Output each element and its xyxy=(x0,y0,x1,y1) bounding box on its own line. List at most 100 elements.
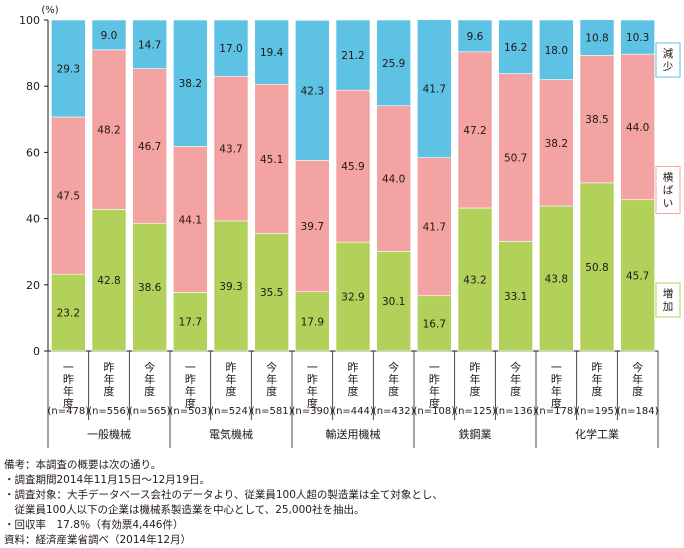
bar-segment xyxy=(254,19,289,85)
sample-size-label: (n=524) xyxy=(210,406,252,417)
x-tick-label: 一昨年度 xyxy=(63,361,74,410)
legend-label: 減少 xyxy=(663,47,674,73)
x-tick-label: 今年度 xyxy=(510,360,521,398)
sample-size-label: (n=565) xyxy=(129,406,171,417)
sample-size-label: (n=478) xyxy=(48,406,90,417)
data-label: 44.0 xyxy=(382,174,405,186)
data-label: 42.8 xyxy=(97,275,120,287)
sample-size-label: (n=503) xyxy=(170,406,212,417)
data-label: 38.5 xyxy=(585,114,608,126)
data-label: 29.3 xyxy=(57,63,80,75)
x-tick-label: 昨年度 xyxy=(348,361,359,398)
x-tick-label: 昨年度 xyxy=(470,361,481,398)
data-label: 41.7 xyxy=(423,222,446,234)
bar-segment xyxy=(173,292,208,352)
bar-segment xyxy=(539,19,574,80)
bar-segment xyxy=(498,19,533,74)
bar-segment xyxy=(457,207,493,352)
data-label: 38.2 xyxy=(179,78,202,90)
data-label: 14.7 xyxy=(138,39,161,51)
bar-segment xyxy=(51,19,86,118)
x-axis-labels: 一昨年度(n=478)昨年度(n=556)今年度(n=565)一昨年度(n=50… xyxy=(48,351,659,448)
bar-segment xyxy=(539,79,574,207)
bar-segment xyxy=(132,68,167,224)
data-label: 43.8 xyxy=(545,274,568,286)
x-tick-label: 一昨年度 xyxy=(551,361,562,410)
note-3: ・調査対象：大手データベース会社のデータより、従業員100人超の製造業は全て対象… xyxy=(4,489,443,501)
bar-segment xyxy=(620,19,655,55)
data-label: 45.7 xyxy=(626,270,649,282)
data-label: 43.2 xyxy=(463,275,486,287)
bar-segment xyxy=(335,241,371,352)
bar-segment xyxy=(498,73,533,242)
data-label: 44.1 xyxy=(179,214,202,226)
data-label: 39.7 xyxy=(301,221,324,233)
data-label: 50.7 xyxy=(504,153,527,165)
x-tick-label: 昨年度 xyxy=(104,361,115,398)
data-label: 47.2 xyxy=(463,125,486,137)
data-label: 30.1 xyxy=(382,296,405,308)
x-tick-label: 今年度 xyxy=(144,360,155,398)
bar-segment xyxy=(295,291,330,352)
group-labels: 一般機械 電気機械 輸送用機械 鉄鋼業 化学工業 xyxy=(87,427,619,441)
y-tick-label: 60 xyxy=(26,146,40,159)
group-label: 電気機械 xyxy=(209,427,253,441)
data-label: 35.5 xyxy=(260,287,283,299)
sample-size-label: (n=195) xyxy=(576,406,618,417)
data-label: 19.4 xyxy=(260,47,284,59)
bar-segment xyxy=(254,233,289,352)
data-label: 45.9 xyxy=(341,161,364,173)
x-tick-label: 一昨年度 xyxy=(429,361,440,410)
bar-segment xyxy=(335,89,371,243)
bar-segment xyxy=(620,53,655,201)
data-label: 48.2 xyxy=(97,125,120,137)
sample-size-label: (n=390) xyxy=(292,406,334,417)
data-label: 25.9 xyxy=(382,58,405,70)
x-tick-label: 一昨年度 xyxy=(185,361,196,410)
bar-segment xyxy=(579,182,615,352)
data-label: 9.6 xyxy=(467,31,484,43)
legend-swatch xyxy=(655,282,681,318)
sample-size-label: (n=556) xyxy=(88,406,130,417)
sample-size-label: (n=444) xyxy=(332,406,374,417)
bar-segment xyxy=(173,19,208,147)
data-label: 44.0 xyxy=(626,122,649,134)
data-label: 17.0 xyxy=(219,43,242,55)
legend-swatch xyxy=(655,166,681,214)
data-label: 10.8 xyxy=(585,33,608,45)
data-label: 10.3 xyxy=(626,32,649,44)
sample-size-label: (n=108) xyxy=(414,406,456,417)
bar-segment xyxy=(51,273,86,352)
bar-segment xyxy=(417,295,452,352)
bar-segment xyxy=(213,220,249,352)
bar-segment xyxy=(173,146,208,293)
bar-segment xyxy=(376,19,411,107)
legend-swatch xyxy=(655,42,681,78)
data-label: 16.2 xyxy=(504,42,527,54)
note-4: 従業員100人以下の企業は機械系製造業を中心として、25,000社を抽出。 xyxy=(4,504,365,516)
data-label: 17.9 xyxy=(301,316,324,328)
group-label: 一般機械 xyxy=(87,427,131,441)
data-label: 18.0 xyxy=(545,45,568,57)
note-1: 備考：本調査の概要は次の通り。 xyxy=(4,459,162,471)
data-label: 17.7 xyxy=(179,317,202,329)
sample-size-label: (n=184) xyxy=(617,406,659,417)
bar-segment xyxy=(457,19,493,53)
data-label: 38.2 xyxy=(545,138,568,150)
bar-segment xyxy=(254,83,289,234)
sample-size-label: (n=136) xyxy=(495,406,537,417)
data-label: 23.2 xyxy=(57,308,80,320)
x-tick-label: 昨年度 xyxy=(226,361,237,398)
data-label: 21.2 xyxy=(341,50,364,62)
data-label: 39.3 xyxy=(219,281,242,293)
sample-size-label: (n=125) xyxy=(454,406,496,417)
data-label: 45.1 xyxy=(260,154,283,166)
sample-size-label: (n=581) xyxy=(251,406,293,417)
bar-segment xyxy=(91,19,127,51)
data-label: 46.7 xyxy=(138,141,161,153)
x-tick-label: 一昨年度 xyxy=(307,361,318,410)
sample-size-label: (n=432) xyxy=(373,406,415,417)
data-label: 32.9 xyxy=(341,292,364,304)
